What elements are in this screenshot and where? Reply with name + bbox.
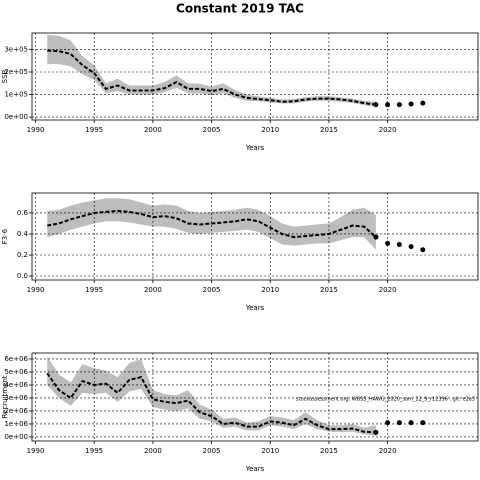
x-axis-label: Years [245, 144, 265, 152]
projection-point [420, 420, 426, 426]
projection-point [396, 102, 402, 108]
x-tick-label: 2010 [261, 447, 279, 455]
y-tick-label: 4e+06 [4, 381, 28, 389]
confidence-band [47, 356, 376, 436]
projection-point [385, 102, 391, 108]
projection-point [420, 247, 426, 253]
y-tick-label: 1e+05 [4, 91, 28, 99]
annotation: stockassessment.org, WBSS_HAWG_2020_sam_… [296, 396, 475, 402]
projection-point [373, 102, 379, 108]
x-tick-label: 2000 [144, 286, 162, 294]
x-tick-label: 1995 [85, 286, 103, 294]
x-tick-label: 2010 [261, 286, 279, 294]
x-tick-label: 2000 [144, 126, 162, 134]
median-line [47, 49, 377, 106]
x-tick-label: 2000 [144, 447, 162, 455]
plot-frame [31, 192, 479, 281]
projection-point [396, 420, 402, 426]
median-line [47, 209, 377, 239]
y-tick-label: 6e+06 [4, 355, 28, 363]
x-axis-label: Years [245, 304, 265, 312]
x-tick-label: 1995 [85, 126, 103, 134]
x-tick-label: 2010 [261, 126, 279, 134]
plot-frame [31, 352, 479, 442]
plot-frame [31, 32, 479, 121]
x-tick-label: 2020 [379, 447, 397, 455]
y-tick-label: 2e+06 [4, 407, 28, 415]
x-tick-label: 1995 [85, 447, 103, 455]
y-tick-label: 3e+05 [4, 45, 28, 53]
y-tick-label: 0.2 [17, 251, 28, 259]
y-tick-label: 0.6 [17, 209, 29, 217]
x-tick-label: 1990 [27, 447, 45, 455]
x-tick-label: 2005 [203, 286, 221, 294]
x-tick-label: 2005 [203, 447, 221, 455]
x-tick-label: 2020 [379, 126, 397, 134]
y-axis-label: SSB [1, 69, 9, 83]
x-tick-label: 2015 [320, 126, 338, 134]
figure-title: Constant 2019 TAC [176, 2, 304, 16]
projection-point [396, 241, 402, 247]
y-tick-label: 2e+05 [4, 68, 28, 76]
y-tick-label: 0e+00 [4, 113, 28, 121]
x-tick-label: 2020 [379, 286, 397, 294]
y-tick-label: 3e+06 [4, 394, 28, 402]
projection-point [373, 234, 379, 240]
x-tick-label: 2005 [203, 126, 221, 134]
projection-point [408, 244, 414, 250]
x-tick-label: 1990 [27, 126, 45, 134]
y-tick-label: 1e+06 [4, 420, 28, 428]
x-tick-label: 2015 [320, 286, 338, 294]
y-tick-label: 0.4 [17, 230, 29, 238]
confidence-band [47, 34, 376, 107]
projection-point [408, 101, 414, 107]
y-axis-label: Recruitment [1, 375, 9, 418]
projection-point [385, 420, 391, 426]
y-tick-label: 0.0 [17, 272, 28, 280]
x-tick-label: 2015 [320, 447, 338, 455]
projection-point [408, 420, 414, 426]
median-line [46, 372, 376, 434]
x-axis-label: Years [245, 465, 265, 473]
projection-point [373, 429, 379, 435]
y-tick-label: 5e+06 [4, 368, 28, 376]
projection-point [385, 240, 391, 246]
y-tick-label: 0e+00 [4, 433, 28, 441]
y-axis-label: F3-6 [1, 228, 9, 244]
projection-point [420, 100, 426, 106]
x-tick-label: 1990 [27, 286, 45, 294]
